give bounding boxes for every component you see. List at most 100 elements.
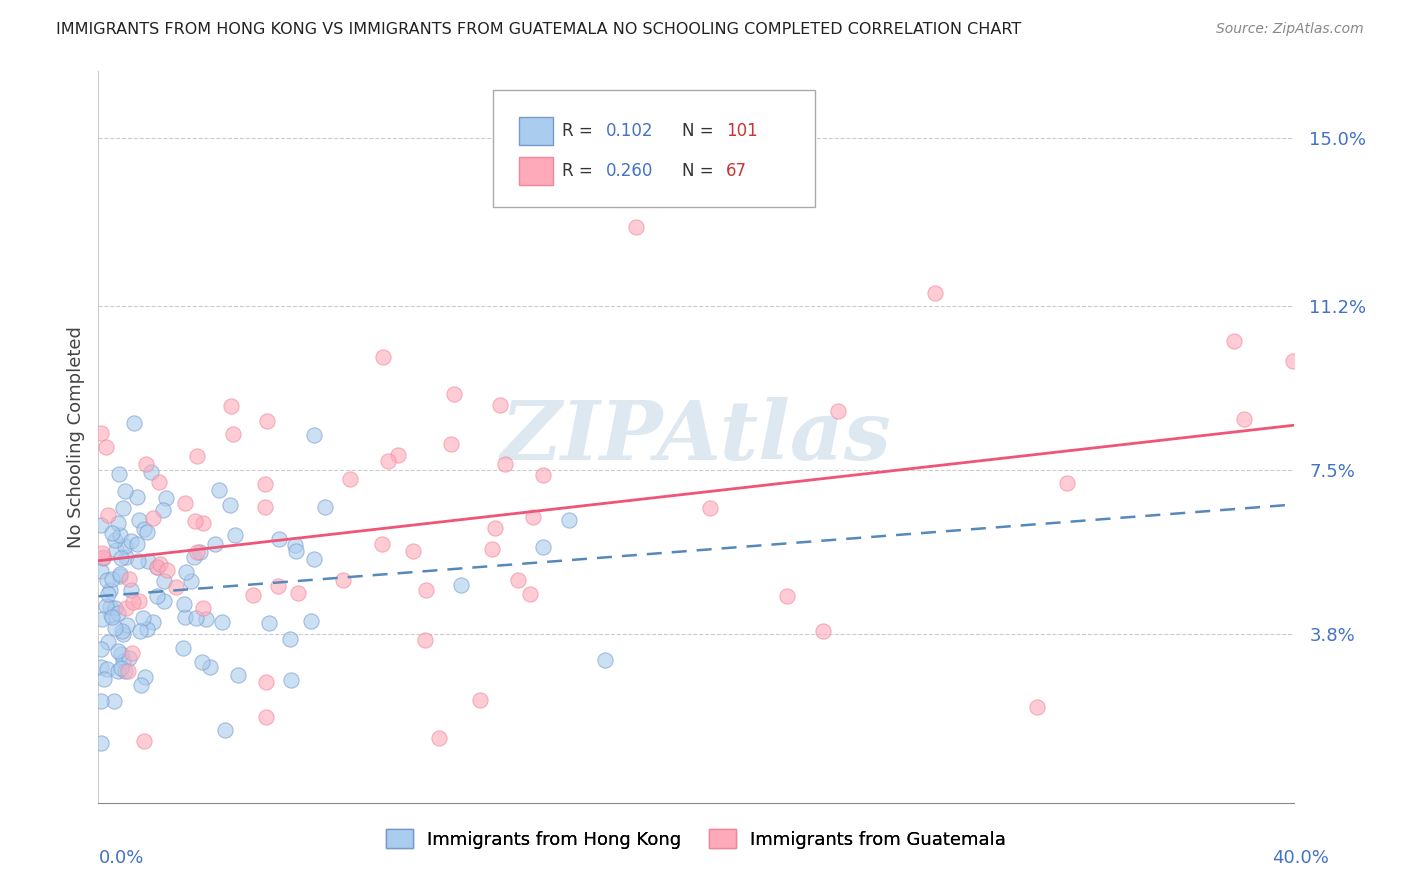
Point: [219, 399, 242, 413]
Point: [402, 544, 425, 558]
Point: [153, 574, 176, 589]
Point: [494, 457, 516, 471]
Point: [924, 285, 946, 300]
Text: 0.260: 0.260: [606, 161, 654, 180]
Point: [148, 475, 170, 490]
Point: [98, 582, 121, 597]
Point: [101, 572, 124, 586]
Point: [98, 599, 121, 614]
Point: [172, 640, 194, 655]
Point: [104, 600, 127, 615]
Point: [531, 467, 554, 482]
Point: [489, 398, 512, 412]
Point: [191, 600, 214, 615]
Point: [107, 606, 129, 620]
Point: [128, 513, 150, 527]
Text: Source: ZipAtlas.com: Source: ZipAtlas.com: [1216, 22, 1364, 37]
Point: [136, 524, 159, 539]
Point: [443, 387, 465, 401]
Point: [254, 675, 277, 690]
Point: [115, 618, 138, 632]
Point: [120, 582, 142, 597]
Point: [114, 664, 136, 678]
Point: [115, 601, 138, 615]
Point: [214, 723, 236, 738]
Point: [186, 449, 208, 463]
Point: [100, 610, 122, 624]
Point: [174, 565, 197, 579]
Point: [371, 537, 394, 551]
Point: [125, 537, 148, 551]
Point: [97, 635, 120, 649]
Point: [111, 501, 134, 516]
Point: [152, 502, 174, 516]
Point: [699, 501, 721, 516]
Point: [142, 510, 165, 524]
Text: ZIPAtlas: ZIPAtlas: [501, 397, 891, 477]
Point: [97, 508, 120, 523]
Point: [155, 563, 177, 577]
Point: [531, 540, 554, 554]
Point: [115, 550, 138, 565]
Point: [280, 673, 302, 687]
Point: [813, 624, 835, 638]
Text: 0.102: 0.102: [606, 121, 654, 140]
Point: [132, 523, 155, 537]
Point: [267, 533, 290, 547]
Point: [90, 426, 112, 441]
Point: [90, 641, 112, 656]
Point: [146, 589, 169, 603]
Point: [110, 551, 132, 566]
Point: [103, 693, 125, 707]
Point: [191, 655, 214, 669]
Text: 0.0%: 0.0%: [98, 849, 143, 867]
Point: [120, 534, 142, 549]
Point: [149, 558, 172, 572]
Point: [117, 664, 139, 678]
Point: [146, 560, 169, 574]
Point: [827, 403, 849, 417]
Point: [1281, 354, 1303, 368]
Point: [522, 510, 544, 524]
Text: IMMIGRANTS FROM HONG KONG VS IMMIGRANTS FROM GUATEMALA NO SCHOOLING COMPLETED CO: IMMIGRANTS FROM HONG KONG VS IMMIGRANTS …: [56, 22, 1022, 37]
Point: [481, 541, 503, 556]
Point: [211, 615, 233, 629]
Text: N =: N =: [682, 121, 713, 140]
Point: [125, 490, 148, 504]
Point: [110, 647, 132, 661]
Point: [198, 659, 221, 673]
Text: R =: R =: [562, 121, 593, 140]
Point: [267, 579, 290, 593]
Point: [94, 599, 117, 614]
Point: [108, 528, 131, 542]
Point: [506, 573, 529, 587]
FancyBboxPatch shape: [519, 157, 553, 185]
Point: [107, 516, 129, 530]
Point: [155, 491, 177, 506]
Point: [302, 428, 325, 442]
Point: [204, 537, 226, 551]
Point: [146, 559, 169, 574]
Point: [226, 668, 249, 682]
Text: R =: R =: [562, 161, 593, 180]
Point: [186, 610, 208, 624]
Point: [104, 543, 127, 558]
Point: [90, 694, 112, 708]
Point: [93, 551, 115, 566]
Point: [110, 567, 132, 582]
Point: [371, 350, 394, 364]
Point: [183, 550, 205, 565]
Point: [222, 426, 245, 441]
Point: [90, 660, 112, 674]
Point: [284, 544, 307, 558]
Point: [112, 627, 135, 641]
Point: [180, 574, 202, 589]
Point: [184, 514, 207, 528]
Point: [280, 632, 302, 646]
Point: [254, 710, 277, 724]
Point: [135, 622, 157, 636]
Point: [91, 549, 114, 564]
Point: [484, 521, 506, 535]
Text: 67: 67: [725, 161, 747, 180]
Point: [188, 545, 211, 559]
